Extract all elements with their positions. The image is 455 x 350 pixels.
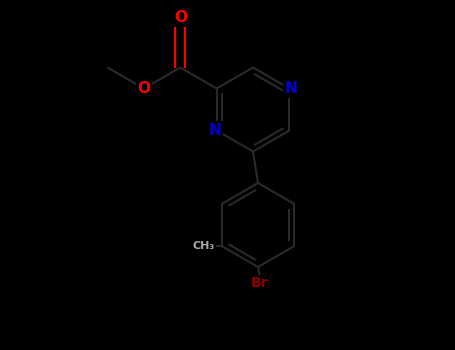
Text: O: O — [137, 81, 151, 96]
Text: O: O — [174, 10, 187, 25]
Text: N: N — [208, 123, 221, 138]
Text: CH₃: CH₃ — [192, 241, 215, 251]
Text: N: N — [285, 81, 298, 96]
Text: Br: Br — [251, 276, 269, 290]
